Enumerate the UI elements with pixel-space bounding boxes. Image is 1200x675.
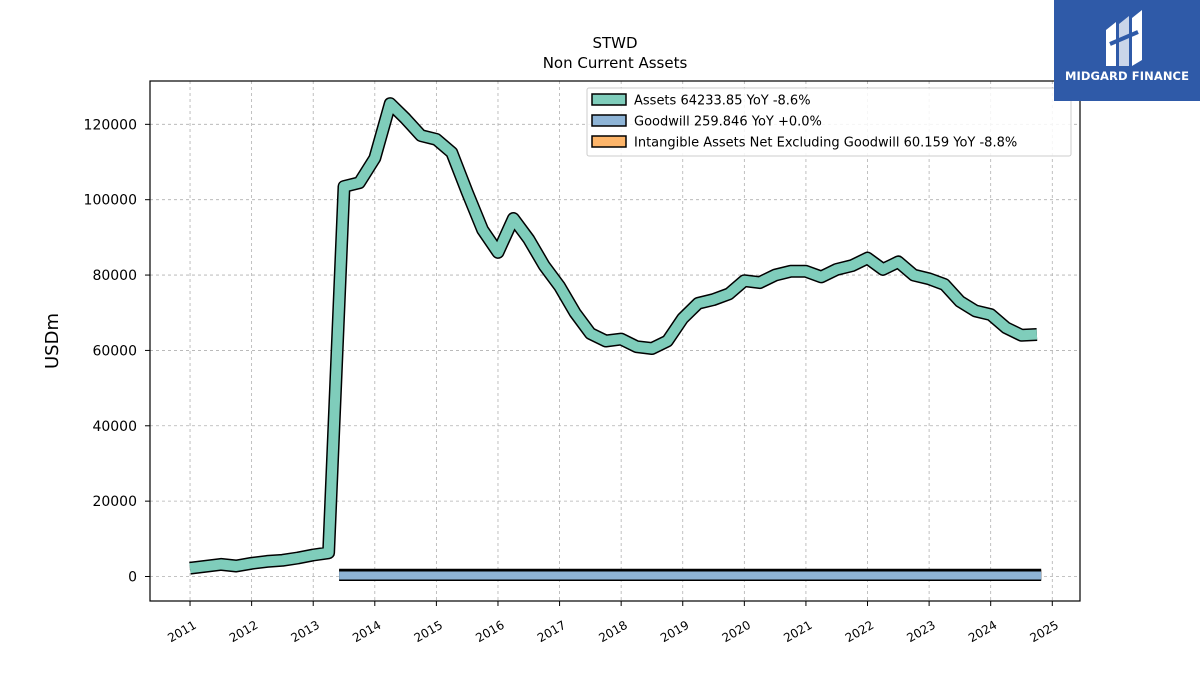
x-tick-label: 2016 <box>473 618 506 645</box>
series-layer <box>189 97 1042 581</box>
x-tick-label: 2014 <box>350 618 383 645</box>
y-tick-label: 20000 <box>92 494 137 510</box>
y-tick-label: 40000 <box>92 419 137 435</box>
series-line <box>189 98 1038 574</box>
chart-title: STWD <box>592 34 637 52</box>
y-tick-label: 0 <box>128 570 137 586</box>
chart-subtitle: Non Current Assets <box>543 54 688 72</box>
legend-label: Intangible Assets Net Excluding Goodwill… <box>634 136 1017 151</box>
legend-label: Goodwill 259.846 YoY +0.0% <box>634 115 822 130</box>
brand-logo: MIDGARD FINANCE <box>1054 0 1200 101</box>
legend-swatch <box>591 135 627 148</box>
x-tick-label: 2013 <box>288 618 321 645</box>
x-tick-label: 2024 <box>966 618 999 645</box>
y-tick-label: 100000 <box>84 193 137 209</box>
y-tick-label: 80000 <box>92 268 137 284</box>
legend-swatch <box>591 93 627 106</box>
legend-swatch <box>591 114 627 127</box>
legend: Assets 64233.85 YoY -8.6% Goodwill 259.84… <box>586 87 1072 157</box>
x-tick-label: 2012 <box>227 618 260 645</box>
legend-box <box>586 87 1072 157</box>
x-tick-label: 2019 <box>658 618 691 645</box>
x-tick-label: 2021 <box>781 618 814 645</box>
x-tick-label: 2017 <box>535 618 568 645</box>
y-axis-label: USDm <box>42 313 63 369</box>
plot-frame <box>149 80 1081 602</box>
y-tick-label: 60000 <box>92 343 137 359</box>
y-tick-label: 120000 <box>84 117 137 133</box>
brand-name: MIDGARD FINANCE <box>1064 69 1190 83</box>
x-tick-label: 2023 <box>904 618 937 645</box>
x-tick-label: 2022 <box>843 618 876 645</box>
x-tick-label: 2025 <box>1028 618 1061 645</box>
brand-logo-icon <box>1106 10 1142 66</box>
x-tick-label: 2011 <box>165 618 198 645</box>
x-tick-label: 2015 <box>412 618 445 645</box>
x-tick-label: 2018 <box>596 618 629 645</box>
x-tick-label: 2020 <box>720 618 753 645</box>
legend-label: Assets 64233.85 YoY -8.6% <box>634 94 811 109</box>
